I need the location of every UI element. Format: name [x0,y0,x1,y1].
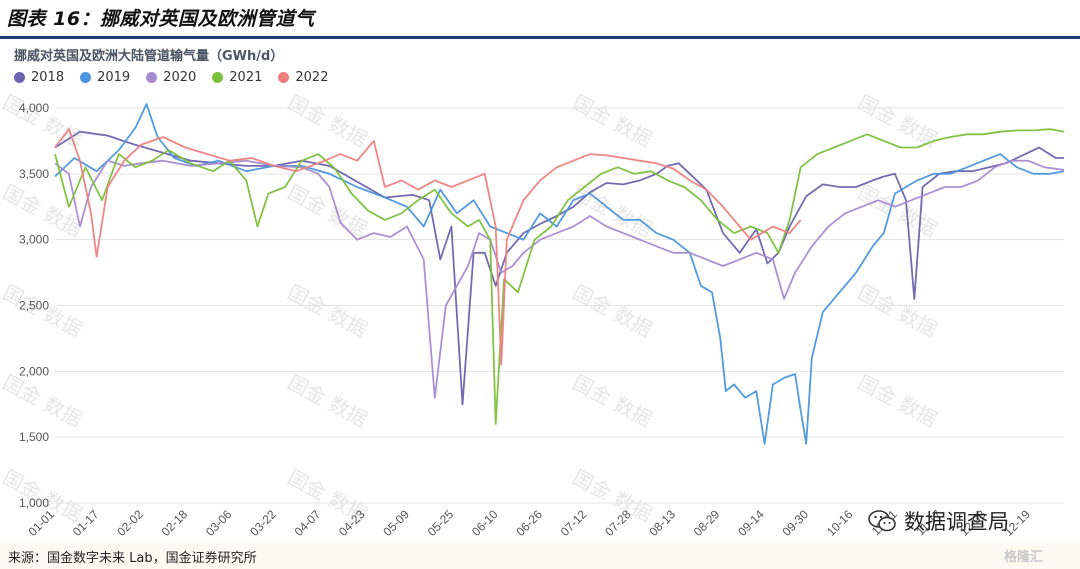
series-line-2020 [54,159,1065,399]
x-tick-label: 06-10 [469,507,501,539]
title-divider [0,36,1080,39]
x-tick-label: 01-17 [70,507,102,539]
x-tick-label: 10-16 [824,507,856,539]
x-tick-label: 05-25 [425,507,457,539]
wechat-badge: 数据调查局 [868,506,1009,536]
legend-item-2022: 2022 [278,70,328,85]
figure-title: 图表 16：挪威对英国及欧洲管道气 [7,8,315,30]
x-tick-label: 03-22 [247,507,279,539]
legend-marker-2022 [278,72,290,83]
y-tick-label: 3,000 [19,233,49,247]
x-tick-label: 02-18 [159,507,191,539]
x-tick-label: 03-06 [203,507,235,539]
legend-item-2019: 2019 [80,70,130,85]
series-line-2022 [54,128,802,366]
chart-title: 挪威对英国及欧洲大陆管道输气量（GWh/d） [14,49,284,64]
chart-area [0,39,1080,543]
wechat-account-name: 数据调查局 [904,510,1009,534]
legend-marker-2019 [80,72,92,83]
legend-marker-2021 [212,72,224,83]
x-tick-label: 06-26 [513,507,545,539]
legend-label-2019: 2019 [97,70,131,85]
y-tick-label: 1,000 [19,496,49,510]
legend-item-2018: 2018 [14,70,64,85]
x-tick-label: 01-01 [26,507,58,539]
legend-label-2020: 2020 [163,70,197,85]
chart-legend: 2018 2019 2020 2021 2022 [14,70,328,85]
y-tick-label: 1,500 [19,430,49,444]
x-tick-label: 08-29 [691,507,723,539]
series-line-2021 [54,128,1065,425]
source-note: 来源：国金数字未来 Lab，国金证券研究所 [8,551,257,566]
footer-bar [0,543,1080,569]
legend-label-2021: 2021 [229,70,263,85]
legend-marker-2020 [146,72,158,83]
x-tick-label: 08-13 [646,507,678,539]
series-line-2018 [54,130,1064,406]
y-tick-label: 4,000 [19,101,49,115]
x-tick-label: 02-02 [114,507,146,539]
wechat-icon [868,510,896,532]
series-line-2019 [54,103,1065,445]
x-tick-label: 07-12 [558,507,590,539]
x-tick-label: 05-09 [380,507,412,539]
corner-logo: 格隆汇 [1004,550,1044,565]
legend-label-2022: 2022 [295,70,329,85]
y-tick-label: 2,000 [19,364,49,378]
x-tick-label: 04-23 [336,507,368,539]
y-tick-label: 2,500 [19,299,49,313]
x-tick-label: 07-28 [602,507,634,539]
legend-item-2020: 2020 [146,70,196,85]
legend-label-2018: 2018 [31,70,65,85]
x-tick-label: 09-30 [779,507,811,539]
legend-item-2021: 2021 [212,70,262,85]
x-tick-label: 09-14 [735,507,767,539]
y-tick-label: 3,500 [19,167,49,181]
x-tick-label: 04-07 [292,507,324,539]
legend-marker-2018 [14,72,25,83]
